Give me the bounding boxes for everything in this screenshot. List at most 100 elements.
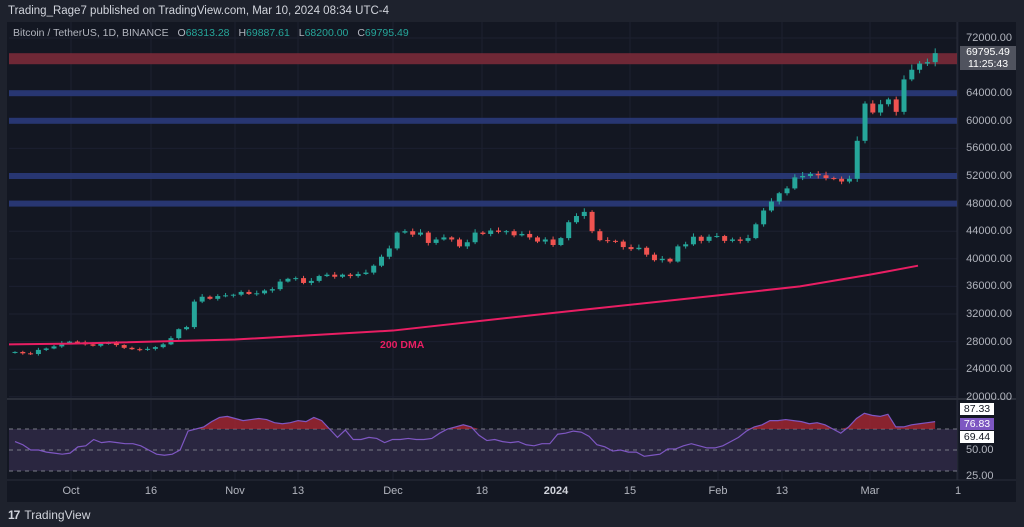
symbol-name: Bitcoin / TetherUS, 1D, BINANCE [13, 27, 169, 39]
price-axis-label: 72000.00 [966, 32, 1012, 44]
candle-body [620, 241, 626, 248]
candle-body [28, 353, 34, 355]
rsi-lower-tag: 69.44 [960, 431, 994, 443]
candle-body [636, 247, 642, 250]
candle-body [729, 239, 735, 241]
candle-body [215, 296, 221, 299]
time-axis-label: 18 [475, 485, 489, 497]
open-value: 68313.28 [185, 27, 230, 39]
candle-body [20, 351, 26, 354]
candle-body [846, 178, 852, 182]
price-axis-label: 48000.00 [966, 197, 1012, 210]
candle-body [753, 224, 759, 239]
candle-body [371, 265, 377, 273]
candle-body [301, 278, 307, 283]
candle-body [223, 295, 229, 297]
candle-body [121, 345, 127, 348]
candle-body [145, 348, 151, 350]
publish-header: Trading_Rage7 published on TradingView.c… [0, 0, 1024, 22]
candle-body [464, 242, 470, 247]
last-price: 69795.49 [966, 46, 1010, 58]
rsi-axis-50: 50.00 [966, 444, 994, 456]
candle-body [823, 175, 829, 179]
candle-body [355, 273, 361, 277]
candle-body [558, 238, 564, 245]
candle-body [659, 258, 665, 261]
low-value: 68200.00 [304, 27, 349, 39]
candle-body [924, 62, 930, 64]
candle-body [277, 281, 283, 290]
price-axis-label: 52000.00 [966, 170, 1012, 182]
footer [0, 502, 1024, 527]
candle-body [581, 211, 587, 217]
candle-body [308, 280, 314, 283]
tradingview-logo[interactable]: 17 TradingView [8, 508, 90, 522]
candle-body [332, 274, 338, 277]
candle-body [573, 216, 579, 223]
candle-body [675, 246, 681, 262]
candle-body [425, 232, 431, 243]
price-axis-label: 44000.00 [966, 225, 1012, 238]
candle-body [35, 349, 41, 355]
time-axis-label: 13 [291, 485, 305, 497]
candle-body [519, 233, 525, 236]
candle-body [503, 231, 509, 233]
candle-body [605, 240, 611, 242]
dma-annotation: 200 DMA [380, 339, 425, 351]
last-price-tag: 69795.49 11:25:43 [960, 46, 1016, 70]
candle-body [870, 103, 876, 113]
candle-body [784, 188, 790, 194]
candle-body [761, 210, 767, 225]
candle-body [402, 231, 408, 233]
brand-name: TradingView [24, 508, 91, 522]
price-axis-label: 64000.00 [966, 87, 1012, 100]
candle-body [285, 278, 291, 282]
rsi-axis-25: 25.00 [966, 470, 994, 482]
candle-body [246, 291, 252, 294]
price-axis-label: 60000.00 [966, 114, 1012, 127]
candle-body [714, 236, 720, 238]
candle-body [418, 232, 424, 235]
candle-body [589, 211, 595, 232]
candle-body [480, 232, 486, 234]
candle-body [74, 341, 80, 343]
candle-body [152, 347, 158, 349]
publisher-text: Trading_Rage7 published on TradingView.c… [8, 5, 390, 17]
candle-body [768, 201, 774, 211]
candle-body [51, 346, 57, 349]
price-axis-label: 56000.00 [966, 142, 1012, 155]
time-axis-label: Oct [62, 485, 80, 497]
candle-body [98, 343, 104, 346]
candle-body [340, 274, 346, 277]
candle-body [885, 99, 891, 105]
candle-body [815, 173, 821, 176]
candle-body [176, 329, 182, 339]
candle-body [199, 296, 205, 302]
candle-body [566, 222, 572, 239]
support-level [9, 90, 957, 97]
candle-body [457, 239, 463, 247]
chart-area[interactable] [7, 22, 1016, 502]
symbol-legend: Bitcoin / TetherUS, 1D, BINANCE O68313.2… [13, 27, 409, 39]
candle-body [862, 103, 868, 141]
candle-body [776, 193, 782, 202]
high-value: 69887.61 [246, 27, 290, 39]
price-axis-label: 40000.00 [966, 252, 1012, 265]
time-axis-label: Nov [225, 485, 245, 497]
candle-body [698, 236, 704, 241]
support-level [9, 117, 957, 124]
candle-body [379, 256, 385, 266]
candle-body [160, 344, 166, 348]
candle-body [488, 230, 494, 234]
candle-body [597, 231, 603, 241]
candle-body [262, 290, 268, 294]
candle-body [651, 254, 657, 261]
time-axis-label: Mar [860, 485, 880, 497]
candle-body [667, 258, 673, 262]
price-axis-label: 28000.00 [966, 335, 1012, 348]
bar-countdown: 11:25:43 [967, 58, 1009, 70]
candle-body [67, 341, 73, 343]
candle-body [527, 233, 533, 238]
candle-body [690, 236, 696, 245]
